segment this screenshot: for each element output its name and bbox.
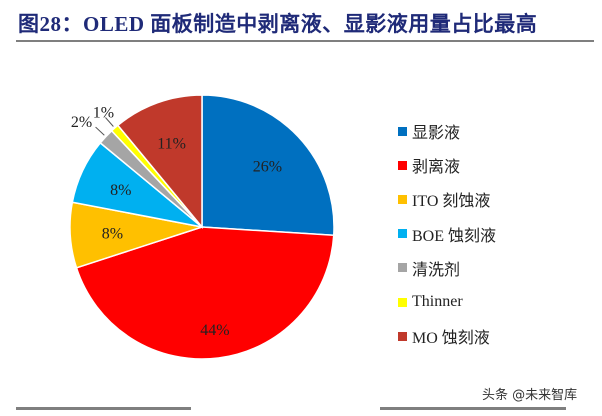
legend-item: 剥离液 xyxy=(398,148,496,182)
data-label: 44% xyxy=(200,322,229,339)
bottom-rule xyxy=(16,407,191,410)
leader-line xyxy=(95,126,105,136)
data-label: 8% xyxy=(102,226,123,243)
legend-label: Thinner xyxy=(412,293,463,311)
legend-item: 显影液 xyxy=(398,114,496,148)
legend-swatch xyxy=(398,297,407,307)
legend-swatch xyxy=(398,263,407,273)
legend-item: 清洗剂 xyxy=(398,251,496,285)
legend-item: MO 蚀刻液 xyxy=(398,319,496,353)
data-label: 26% xyxy=(253,159,282,176)
bottom-rule xyxy=(380,407,566,410)
data-label: 8% xyxy=(110,182,131,199)
legend-label: BOE 蚀刻液 xyxy=(412,227,497,245)
legend-swatch xyxy=(398,331,407,341)
legend-swatch xyxy=(398,126,407,136)
data-label: 1% xyxy=(93,104,114,121)
legend-label: MO 蚀刻液 xyxy=(412,330,490,348)
legend-label: 清洗剂 xyxy=(412,261,461,279)
legend-label: 剥离液 xyxy=(412,159,461,177)
legend: 显影液剥离液 ITO 刻蚀液 BOE 蚀刻液 清洗剂 Thinner MO 蚀刻液 xyxy=(398,114,496,353)
title-underline xyxy=(16,40,594,42)
figure-title: 图28：OLED 面板制造中剥离液、显影液用量占比最高 xyxy=(18,12,538,36)
leader-line xyxy=(105,117,114,127)
legend-swatch xyxy=(398,229,407,239)
legend-item: ITO 刻蚀液 xyxy=(398,182,496,216)
legend-swatch xyxy=(398,160,407,170)
legend-item: Thinner xyxy=(398,285,496,319)
legend-item: BOE 蚀刻液 xyxy=(398,217,496,251)
data-label: 11% xyxy=(157,136,186,153)
legend-swatch xyxy=(398,194,407,204)
pie-slice xyxy=(116,94,203,230)
pie-slice xyxy=(75,226,335,360)
data-label: 2% xyxy=(71,114,92,131)
legend-label: ITO 刻蚀液 xyxy=(412,193,491,211)
legend-label: 显影液 xyxy=(412,125,461,143)
pie-slice xyxy=(201,94,335,237)
watermark: 头条 @未来智库 xyxy=(482,388,578,403)
